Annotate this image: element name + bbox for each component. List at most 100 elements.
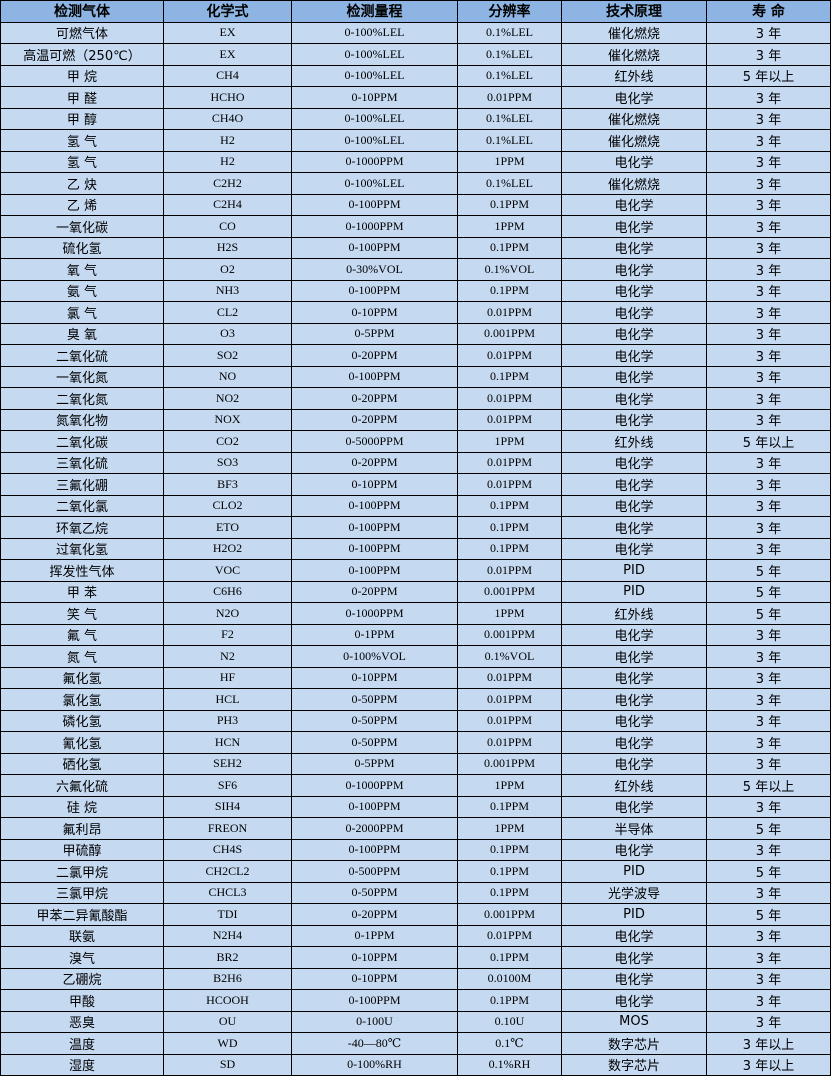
range-cell: 0-100PPM <box>291 838 458 861</box>
principle-cell: 电化学 <box>561 451 707 474</box>
formula-cell: H2S <box>163 236 292 259</box>
principle-cell: 电化学 <box>561 752 707 775</box>
gas-name-cell: 硫化氢 <box>0 236 164 259</box>
formula-cell: N2 <box>163 645 292 668</box>
lifespan-cell: 5 年 <box>706 559 831 582</box>
gas-name-cell: 氮氧化物 <box>0 408 164 431</box>
lifespan-cell: 3 年 <box>706 645 831 668</box>
lifespan-cell: 3 年以上 <box>706 1053 831 1076</box>
gas-name-cell: 湿度 <box>0 1053 164 1076</box>
principle-cell: 催化燃烧 <box>561 107 707 130</box>
table-row: 氨 气 NH3 0-100PPM 0.1PPM 电化学 3 年 <box>0 279 831 302</box>
principle-cell: 电化学 <box>561 236 707 259</box>
header-resolution: 分辨率 <box>457 0 562 23</box>
formula-cell: CHCL3 <box>163 881 292 904</box>
lifespan-cell: 3 年 <box>706 43 831 66</box>
table-row: 高温可燃（250℃） EX 0-100%LEL 0.1%LEL 催化燃烧 3 年 <box>0 43 831 66</box>
principle-cell: 电化学 <box>561 709 707 732</box>
table-row: 笑 气 N2O 0-1000PPM 1PPM 红外线 5 年 <box>0 602 831 625</box>
lifespan-cell: 3 年 <box>706 279 831 302</box>
resolution-cell: 0.1PPM <box>457 516 562 539</box>
formula-cell: OU <box>163 1010 292 1033</box>
range-cell: 0-100%LEL <box>291 172 458 195</box>
formula-cell: BR2 <box>163 946 292 969</box>
range-cell: 0-1PPM <box>291 924 458 947</box>
range-cell: 0-1000PPM <box>291 602 458 625</box>
principle-cell: 半导体 <box>561 817 707 840</box>
range-cell: 0-100PPM <box>291 193 458 216</box>
formula-cell: SO3 <box>163 451 292 474</box>
gas-name-cell: 磷化氢 <box>0 709 164 732</box>
range-cell: -40—80℃ <box>291 1032 458 1055</box>
range-cell: 0-100PPM <box>291 365 458 388</box>
principle-cell: 电化学 <box>561 322 707 345</box>
gas-name-cell: 氢 气 <box>0 129 164 152</box>
lifespan-cell: 5 年 <box>706 860 831 883</box>
header-range: 检测量程 <box>291 0 458 23</box>
principle-cell: 电化学 <box>561 731 707 754</box>
table-row: 磷化氢 PH3 0-50PPM 0.01PPM 电化学 3 年 <box>0 709 831 732</box>
range-cell: 0-500PPM <box>291 860 458 883</box>
lifespan-cell: 3 年 <box>706 924 831 947</box>
resolution-cell: 0.1PPM <box>457 193 562 216</box>
principle-cell: 电化学 <box>561 344 707 367</box>
resolution-cell: 0.01PPM <box>457 731 562 754</box>
table-row: 甲 烷 CH4 0-100%LEL 0.1%LEL 红外线 5 年以上 <box>0 64 831 87</box>
principle-cell: 电化学 <box>561 365 707 388</box>
range-cell: 0-100%LEL <box>291 64 458 87</box>
principle-cell: 电化学 <box>561 301 707 324</box>
formula-cell: F2 <box>163 623 292 646</box>
lifespan-cell: 3 年 <box>706 752 831 775</box>
range-cell: 0-1000PPM <box>291 150 458 173</box>
lifespan-cell: 3 年 <box>706 365 831 388</box>
formula-cell: VOC <box>163 559 292 582</box>
resolution-cell: 1PPM <box>457 430 562 453</box>
table-row: 氢 气 H2 0-1000PPM 1PPM 电化学 3 年 <box>0 150 831 173</box>
gas-name-cell: 乙硼烷 <box>0 967 164 990</box>
gas-name-cell: 甲 烷 <box>0 64 164 87</box>
range-cell: 0-5000PPM <box>291 430 458 453</box>
range-cell: 0-10PPM <box>291 946 458 969</box>
table-row: 乙 烯 C2H4 0-100PPM 0.1PPM 电化学 3 年 <box>0 193 831 216</box>
gas-name-cell: 二氧化碳 <box>0 430 164 453</box>
principle-cell: PID <box>561 559 707 582</box>
formula-cell: WD <box>163 1032 292 1055</box>
gas-name-cell: 氮 气 <box>0 645 164 668</box>
table-row: 甲酸 HCOOH 0-100PPM 0.1PPM 电化学 3 年 <box>0 989 831 1012</box>
lifespan-cell: 3 年 <box>706 107 831 130</box>
formula-cell: NO <box>163 365 292 388</box>
table-row: 氟 气 F2 0-1PPM 0.001PPM 电化学 3 年 <box>0 623 831 646</box>
resolution-cell: 0.1PPM <box>457 795 562 818</box>
range-cell: 0-1000PPM <box>291 774 458 797</box>
lifespan-cell: 3 年 <box>706 473 831 496</box>
principle-cell: 电化学 <box>561 473 707 496</box>
lifespan-cell: 3 年以上 <box>706 1032 831 1055</box>
principle-cell: 电化学 <box>561 150 707 173</box>
table-row: 六氟化硫 SF6 0-1000PPM 1PPM 红外线 5 年以上 <box>0 774 831 797</box>
resolution-cell: 0.01PPM <box>457 666 562 689</box>
table-body: 可燃气体 EX 0-100%LEL 0.1%LEL 催化燃烧 3 年高温可燃（250℃） E… <box>0 21 831 1076</box>
principle-cell: 催化燃烧 <box>561 21 707 44</box>
lifespan-cell: 3 年 <box>706 236 831 259</box>
table-row: 二氧化硫 SO2 0-20PPM 0.01PPM 电化学 3 年 <box>0 344 831 367</box>
lifespan-cell: 3 年 <box>706 150 831 173</box>
gas-name-cell: 氯化氢 <box>0 688 164 711</box>
range-cell: 0-50PPM <box>291 709 458 732</box>
principle-cell: 催化燃烧 <box>561 43 707 66</box>
table-row: 一氧化氮 NO 0-100PPM 0.1PPM 电化学 3 年 <box>0 365 831 388</box>
formula-cell: H2 <box>163 129 292 152</box>
resolution-cell: 0.1PPM <box>457 537 562 560</box>
resolution-cell: 1PPM <box>457 150 562 173</box>
formula-cell: CO2 <box>163 430 292 453</box>
lifespan-cell: 3 年 <box>706 795 831 818</box>
lifespan-cell: 3 年 <box>706 688 831 711</box>
table-row: 温度 WD -40—80℃ 0.1℃ 数字芯片 3 年以上 <box>0 1032 831 1055</box>
resolution-cell: 0.1%LEL <box>457 107 562 130</box>
lifespan-cell: 3 年 <box>706 666 831 689</box>
lifespan-cell: 3 年 <box>706 258 831 281</box>
principle-cell: 电化学 <box>561 623 707 646</box>
table-row: 环氧乙烷 ETO 0-100PPM 0.1PPM 电化学 3 年 <box>0 516 831 539</box>
table-row: 氯 气 CL2 0-10PPM 0.01PPM 电化学 3 年 <box>0 301 831 324</box>
principle-cell: 催化燃烧 <box>561 129 707 152</box>
principle-cell: 电化学 <box>561 924 707 947</box>
